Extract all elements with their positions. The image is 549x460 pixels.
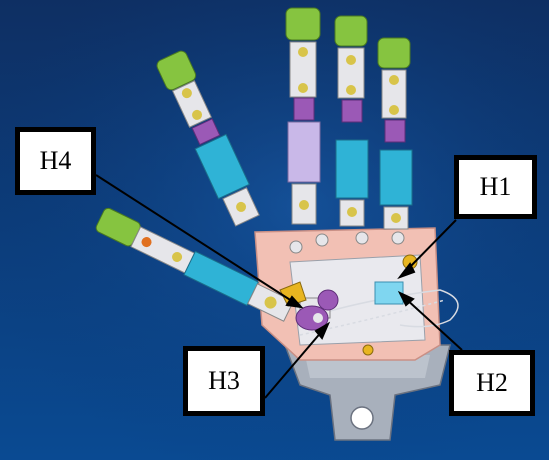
- callout-h3-label: H3: [208, 366, 240, 395]
- h1-leader: [404, 219, 457, 273]
- little-finger: [377, 37, 413, 230]
- index-finger: [156, 50, 260, 227]
- callout-h1: H1: [454, 155, 537, 219]
- thumb-base: [279, 281, 339, 331]
- middle-finger: [285, 7, 321, 225]
- leader-lines: [95, 174, 463, 399]
- thumb: [95, 207, 295, 322]
- callout-h3: H3: [183, 346, 265, 416]
- callout-h4-label: H4: [39, 146, 72, 175]
- callout-h4: H4: [15, 127, 96, 195]
- callout-h1-label: H1: [479, 172, 512, 201]
- callout-h2-label: H2: [476, 368, 508, 397]
- ring-finger: [334, 15, 369, 227]
- h2-leader: [404, 297, 463, 351]
- h3-leader: [264, 329, 324, 399]
- callout-h2: H2: [449, 350, 535, 416]
- h4-leader: [95, 174, 296, 304]
